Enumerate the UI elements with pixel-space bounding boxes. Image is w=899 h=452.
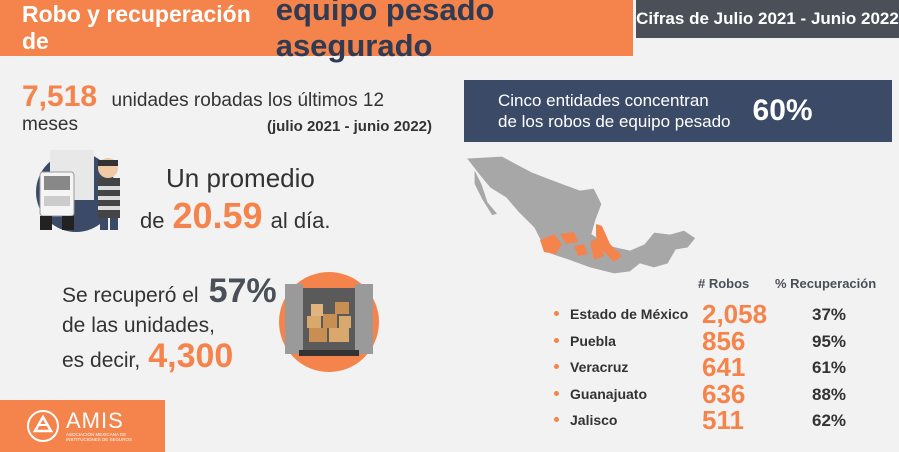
stolen-units-number: 7,518: [22, 80, 98, 113]
period-badge: Cifras de Julio 2021 - Junio 2022: [636, 0, 899, 38]
state-robos: 856: [702, 325, 746, 356]
state-recuperacion: 37%: [812, 305, 847, 324]
amis-brand: AMIS: [66, 408, 124, 433]
stolen-units-block: 7,518 unidades robadas los últimos 12 me…: [22, 80, 442, 136]
bullet-icon: [554, 364, 559, 369]
recovery-line1: Se recuperó el 57%: [62, 272, 277, 311]
bullet-icon: [554, 390, 559, 396]
concentration-banner: Cinco entidades concentran de los robos …: [464, 80, 892, 142]
table-row: Jalisco 511 62%: [554, 405, 884, 435]
state-name: Estado de México: [570, 306, 689, 322]
mexico-map: [464, 155, 697, 275]
column-header-recuperacion: % Recuperación: [775, 276, 877, 291]
recovery-text3: es decir,: [62, 349, 141, 372]
state-name: Jalisco: [570, 412, 618, 428]
state-recuperacion: 88%: [812, 384, 847, 404]
bullet-icon: [554, 311, 559, 316]
state-name: Veracruz: [570, 359, 629, 375]
state-recuperacion: 62%: [812, 411, 847, 430]
mexico-map-outline: [464, 155, 697, 275]
bullet-icon: [554, 337, 559, 343]
recovery-text1: Se recuperó el: [62, 284, 199, 307]
bullet-icon: [554, 417, 559, 422]
recovery-line2: de las unidades,: [62, 314, 215, 337]
cargo-truck-icon: [279, 272, 379, 372]
stolen-units-text: unidades robadas los últimos 12 meses: [22, 90, 385, 135]
recovery-percent: 57%: [208, 272, 277, 310]
average-line2: de 20.59 al día.: [140, 195, 331, 237]
table-row: Estado de México 2,058 37%: [554, 299, 884, 329]
concentration-line2: de los robos de equipo pesado: [498, 112, 731, 131]
average-prefix: de: [140, 208, 165, 233]
map-highlight-puebla: [590, 238, 604, 260]
average-line1: Un promedio: [166, 163, 315, 193]
recovery-line3: es decir, 4,300: [62, 337, 233, 376]
stolen-units-period: (julio 2021 - junio 2022): [266, 118, 432, 135]
amis-logo-icon: [27, 410, 59, 442]
state-robos: 2,058: [702, 299, 768, 329]
state-name: Puebla: [570, 332, 616, 349]
truck-thief-icon: [36, 150, 120, 232]
state-robos: 511: [702, 405, 744, 435]
state-robos: 641: [702, 352, 746, 382]
amis-logo: AMIS ASOCIACIÓN MEXICANA DE INSTITUCIONE…: [0, 400, 165, 452]
state-name: Guanajuato: [570, 385, 648, 402]
average-suffix: al día.: [270, 208, 331, 233]
states-table: Estado de México 2,058 37% Puebla 856 95…: [554, 299, 884, 435]
recovery-number: 4,300: [148, 337, 234, 375]
average-value: 20.59: [172, 195, 263, 236]
map-highlight-edomex: [574, 244, 588, 256]
map-highlight-guanajuato: [560, 232, 578, 244]
title-part1: Robo y recuperación de: [22, 1, 251, 54]
amis-subtitle: ASOCIACIÓN MEXICANA DE INSTITUCIONES DE …: [66, 432, 133, 442]
concentration-percent: 60%: [752, 94, 813, 127]
title-banner: Robo y recuperación de equipo pesado ase…: [0, 0, 633, 63]
map-highlight-veracruz: [596, 224, 622, 262]
column-header-robos: # Robos: [698, 276, 750, 291]
table-row: Guanajuato 636 88%: [554, 378, 884, 409]
map-highlight-jalisco: [540, 234, 562, 254]
table-row: Veracruz 641 61%: [554, 352, 884, 382]
state-recuperacion: 61%: [812, 358, 847, 377]
title-part2: equipo pesado asegurado: [275, 0, 495, 63]
state-robos: 636: [702, 378, 746, 409]
state-recuperacion: 95%: [812, 331, 847, 351]
concentration-line1: Cinco entidades concentran: [498, 91, 709, 110]
table-row: Puebla 856 95%: [554, 325, 884, 356]
